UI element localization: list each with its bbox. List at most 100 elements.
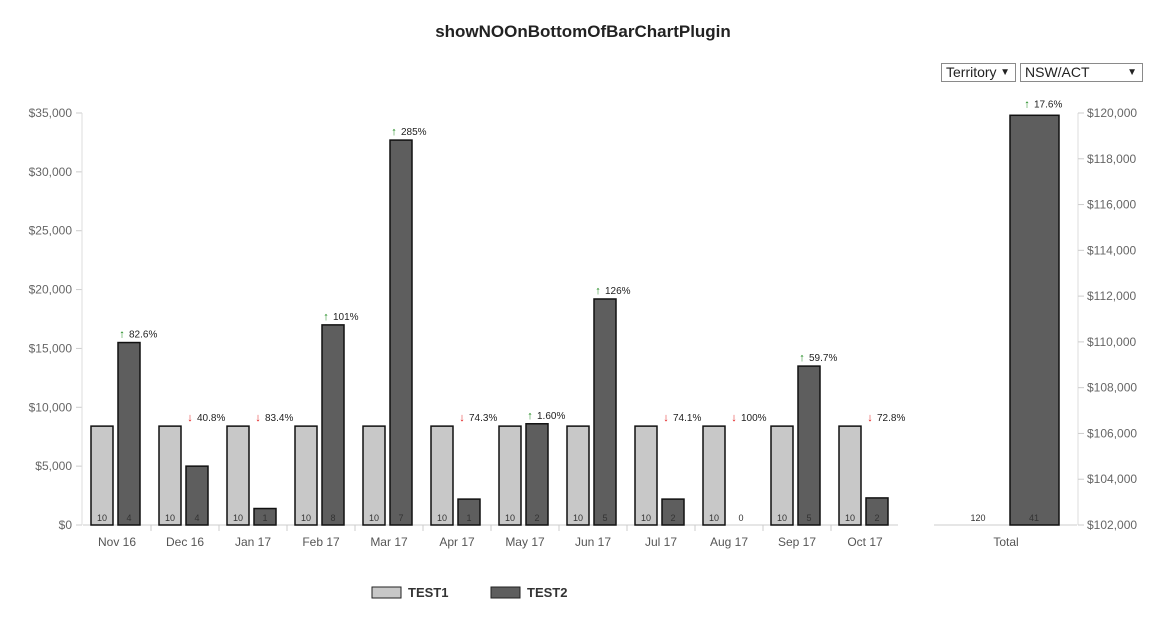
change-label: 74.3% [469,413,497,424]
bar-count-test1: 10 [301,513,311,523]
y2-tick-label: $110,000 [1087,335,1136,349]
arrow-up-icon: ↑ [391,126,397,138]
legend-swatch-test1 [371,586,402,599]
arrow-down-icon: ↓ [459,412,465,424]
legend-label-test2: TEST2 [527,585,567,600]
x-tick-label: May 17 [505,535,545,549]
bar-test1[interactable] [226,425,250,526]
y2-tick-label: $112,000 [1087,289,1136,303]
bar-count-test1: 10 [165,513,175,523]
bar-count-test2: 7 [398,513,403,523]
arrow-down-icon: ↓ [731,412,737,424]
bar-count-test2: 2 [534,513,539,523]
bar-test1[interactable] [294,425,318,526]
x-tick-label: Apr 17 [439,535,475,549]
total-change-label: 17.6% [1034,99,1062,110]
bar-count-test1: 10 [505,513,515,523]
arrow-up-icon: ↑ [119,329,125,341]
bar-count-test2: 4 [194,513,199,523]
x-tick-label: Nov 16 [98,535,136,549]
bar-test2[interactable] [457,498,481,526]
change-label: 40.8% [197,413,225,424]
bar-test1[interactable] [430,425,454,526]
bar-test2[interactable] [253,507,277,526]
bar-count-test2: 4 [126,513,131,523]
y2-tick-label: $106,000 [1087,426,1137,440]
bar-test1[interactable] [158,425,182,526]
bar-count-test1: 10 [777,513,787,523]
chart-axes: $0 $5,000 $10,000 $15,000 $20,000 $25,000 $30,… [29,106,1138,532]
bar-test1[interactable] [634,425,658,526]
arrow-up-icon: ↑ [323,311,329,323]
y-tick-label: $30,000 [29,165,73,179]
bar-test2[interactable] [389,139,413,526]
chart-legend: TEST1 TEST2 [371,585,567,600]
y-tick-label: $10,000 [29,400,73,414]
region-dropdown-value: NSW/ACT [1025,64,1090,80]
y2-tick-label: $116,000 [1087,198,1136,212]
change-label: 285% [401,127,427,138]
bar-count-test1: 10 [369,513,379,523]
y2-tick-label: $108,000 [1087,381,1137,395]
bar-test2[interactable] [593,298,617,526]
dropdown-arrow-icon: ▼ [1127,67,1137,78]
y2-tick-label: $102,000 [1087,518,1137,532]
x-tick-label: Jan 17 [235,535,271,549]
arrow-up-icon: ↑ [799,352,805,364]
territory-dropdown[interactable]: Territory ▼ [941,63,1016,82]
territory-dropdown-label: Territory [946,64,997,80]
y2-tick-label: $118,000 [1087,152,1136,166]
arrow-down-icon: ↓ [187,412,193,424]
bar-count-test2: 5 [602,513,607,523]
bar-count-test1: 10 [641,513,651,523]
legend-label-test1: TEST1 [408,585,448,600]
arrow-down-icon: ↓ [255,412,261,424]
bar-test1[interactable] [498,425,522,526]
bar-count-test2: 8 [330,513,335,523]
arrow-up-icon: ↑ [1024,98,1030,110]
bar-count-test1: 10 [573,513,583,523]
region-dropdown[interactable]: NSW/ACT ▼ [1020,63,1143,82]
y-tick-label: $15,000 [29,341,73,355]
total-bar-test2[interactable] [1009,114,1060,526]
x-tick-label: Sep 17 [778,535,816,549]
bar-test1[interactable] [838,425,862,526]
bar-count-test1: 10 [845,513,855,523]
bar-test1[interactable] [90,425,114,526]
bar-test2[interactable] [797,365,821,526]
bar-count-test2: 1 [466,513,471,523]
arrow-up-icon: ↑ [527,410,533,422]
dropdown-arrow-icon: ▼ [1000,67,1010,78]
x-tick-label: Jun 17 [575,535,611,549]
x-tick-label: Feb 17 [302,535,340,549]
change-label: 82.6% [129,330,157,341]
bar-test2[interactable] [865,497,889,526]
legend-swatch-test2 [490,586,521,599]
arrow-down-icon: ↓ [867,412,873,424]
bar-count-test2: 1 [262,513,267,523]
change-label: 1.60% [537,411,565,422]
bar-test2[interactable] [525,423,549,526]
bar-test1[interactable] [566,425,590,526]
bar-count-test1: 10 [233,513,243,523]
x-tick-label: Aug 17 [710,535,748,549]
bar-count-test2: 2 [874,513,879,523]
bar-test2[interactable] [661,498,685,526]
y-tick-label: $25,000 [29,224,73,238]
bar-test2[interactable] [321,324,345,526]
y-tick-label: $0 [59,518,73,532]
bar-test1[interactable] [770,425,794,526]
y-tick-label: $35,000 [29,106,73,120]
bar-test1[interactable] [362,425,386,526]
bar-test2[interactable] [117,341,141,526]
arrow-up-icon: ↑ [595,285,601,297]
change-label: 83.4% [265,413,293,424]
chart-title: showNOOnBottomOfBarChartPlugin [435,22,731,41]
x-tick-label-total: Total [993,535,1018,549]
change-label: 126% [605,286,631,297]
change-label: 74.1% [673,413,701,424]
bar-test1[interactable] [702,425,726,526]
bar-test2[interactable] [185,465,209,526]
x-tick-label: Mar 17 [370,535,408,549]
